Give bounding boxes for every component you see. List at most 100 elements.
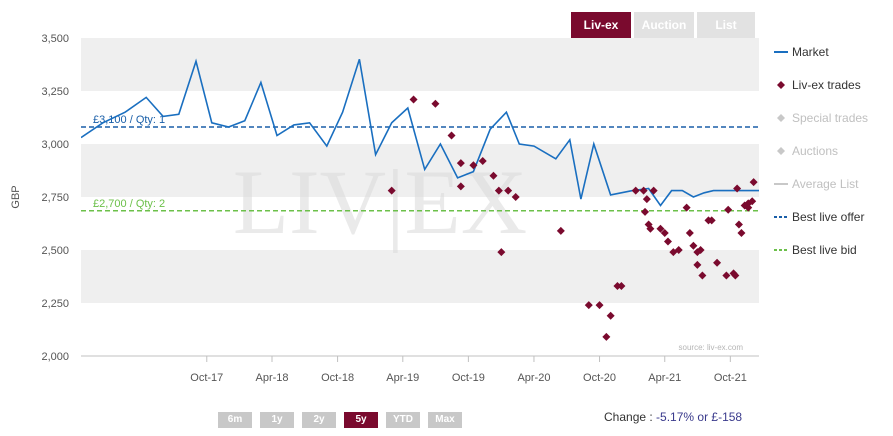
plot-line-label: £3,100 / Qty: 1 bbox=[93, 114, 165, 126]
range-button-6m[interactable]: 6m bbox=[218, 412, 252, 428]
y-tick-label: 3,250 bbox=[41, 86, 69, 98]
trade-point bbox=[387, 186, 396, 195]
trade-point bbox=[409, 95, 418, 104]
plot-line-label: £2,700 / Qty: 2 bbox=[93, 198, 165, 210]
legend-label: Best live bid bbox=[792, 243, 857, 257]
trade-point bbox=[764, 233, 772, 241]
trade-point bbox=[693, 260, 702, 269]
trade-point bbox=[631, 186, 640, 195]
trade-point bbox=[766, 178, 774, 186]
trade-point bbox=[469, 161, 478, 170]
trade-point bbox=[494, 186, 503, 195]
trade-point bbox=[698, 271, 707, 280]
trade-point bbox=[685, 229, 694, 238]
trade-point bbox=[724, 205, 733, 214]
legend-item-auctions[interactable]: Auctions bbox=[777, 144, 838, 158]
trade-point bbox=[696, 246, 705, 254]
x-tick-label: Oct-18 bbox=[321, 372, 354, 384]
trade-point bbox=[606, 311, 615, 320]
legend-item-best-live-bid[interactable]: Best live bid bbox=[774, 243, 857, 257]
x-tick-label: Oct-21 bbox=[714, 372, 747, 384]
x-tick-label: Apr-20 bbox=[517, 372, 550, 384]
change-summary: Change : -5.17% or £-158 bbox=[604, 410, 742, 424]
tab-auction[interactable]: Auction bbox=[634, 12, 694, 38]
trade-point bbox=[784, 225, 792, 233]
legend-item-best-live-offer[interactable]: Best live offer bbox=[774, 210, 864, 224]
legend-symbol bbox=[777, 114, 785, 122]
legend-label: Best live offer bbox=[792, 210, 864, 224]
trade-point bbox=[646, 224, 655, 233]
y-tick-label: 3,500 bbox=[41, 33, 69, 45]
trade-point bbox=[602, 332, 611, 341]
tab-list[interactable]: List bbox=[697, 12, 755, 38]
trade-point bbox=[797, 227, 805, 235]
trade-point bbox=[734, 220, 743, 229]
plot-band bbox=[81, 38, 759, 91]
legend-label: Special trades bbox=[792, 111, 868, 125]
range-button-ytd[interactable]: YTD bbox=[386, 412, 420, 428]
y-axis-label: GBP bbox=[10, 185, 22, 208]
plot-band bbox=[81, 303, 759, 356]
legend-item-market[interactable]: Market bbox=[774, 45, 829, 59]
range-button-2y[interactable]: 2y bbox=[302, 412, 336, 428]
trade-point bbox=[649, 186, 658, 195]
legend-symbol bbox=[777, 81, 785, 89]
y-tick-label: 2,000 bbox=[41, 351, 69, 363]
y-tick-label: 3,000 bbox=[41, 139, 69, 151]
range-button-max[interactable]: Max bbox=[428, 412, 462, 428]
trade-point bbox=[864, 170, 872, 178]
trade-point bbox=[780, 193, 788, 201]
trade-point bbox=[584, 301, 593, 310]
trade-point bbox=[511, 193, 520, 201]
plot-band bbox=[81, 250, 759, 303]
source-note: source: liv-ex.com bbox=[679, 343, 744, 352]
legend-item-special-trades[interactable]: Special trades bbox=[777, 111, 868, 125]
trade-point bbox=[795, 225, 803, 233]
trade-point bbox=[556, 226, 565, 235]
trade-point bbox=[656, 224, 665, 233]
tab-liv-ex[interactable]: Liv-ex bbox=[571, 12, 631, 38]
x-tick-label: Apr-18 bbox=[255, 372, 288, 384]
plot-band bbox=[81, 91, 759, 144]
watermark-logo: LIV|EX bbox=[233, 151, 527, 253]
legend-label: Market bbox=[792, 45, 829, 59]
trade-point bbox=[737, 229, 746, 238]
change-value: -5.17% or £-158 bbox=[656, 410, 743, 424]
trade-point bbox=[639, 186, 648, 195]
trade-point bbox=[617, 282, 626, 291]
trade-point bbox=[707, 216, 716, 225]
trade-point bbox=[456, 182, 465, 191]
trade-point bbox=[663, 237, 672, 246]
trade-point bbox=[641, 207, 650, 216]
trade-point bbox=[682, 203, 691, 212]
y-tick-label: 2,250 bbox=[41, 298, 69, 310]
trade-point bbox=[689, 241, 698, 250]
legend-symbol bbox=[777, 147, 785, 155]
trade-point bbox=[478, 156, 487, 165]
change-label: Change : bbox=[604, 410, 653, 424]
range-button-5y[interactable]: 5y bbox=[344, 412, 378, 428]
trade-point bbox=[733, 184, 742, 193]
legend-item-liv-ex-trades[interactable]: Liv-ex trades bbox=[777, 78, 861, 92]
trade-point bbox=[660, 229, 669, 238]
y-tick-label: 2,500 bbox=[41, 245, 69, 257]
trade-point bbox=[504, 186, 513, 195]
trade-point bbox=[774, 176, 782, 184]
x-tick-label: Apr-21 bbox=[648, 372, 681, 384]
trade-point bbox=[749, 178, 758, 187]
legend-item-average-list[interactable]: Average List bbox=[774, 177, 859, 191]
x-tick-label: Oct-19 bbox=[452, 372, 485, 384]
trade-point bbox=[748, 197, 757, 206]
trade-point bbox=[497, 248, 506, 257]
range-button-1y[interactable]: 1y bbox=[260, 412, 294, 428]
legend-label: Average List bbox=[792, 177, 859, 191]
trade-point bbox=[713, 258, 722, 267]
trade-point bbox=[489, 171, 498, 180]
trade-point bbox=[831, 227, 839, 235]
trade-point bbox=[722, 271, 731, 280]
legend-label: Auctions bbox=[792, 144, 838, 158]
trade-point bbox=[456, 159, 465, 168]
trade-point bbox=[431, 99, 440, 108]
trade-point bbox=[744, 203, 753, 212]
